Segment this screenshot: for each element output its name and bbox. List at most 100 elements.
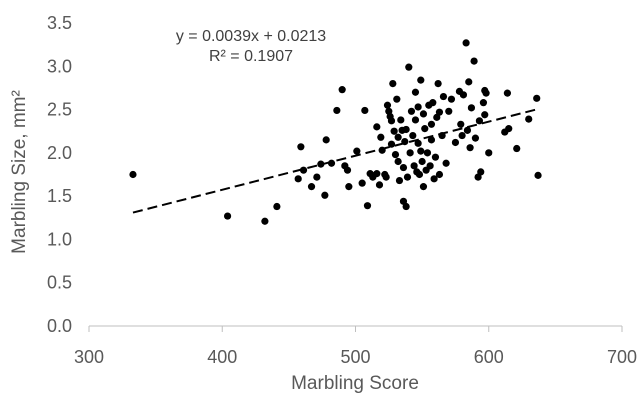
- data-point: [345, 183, 353, 191]
- y-tick-label: 0.5: [47, 273, 72, 293]
- data-point: [299, 166, 308, 174]
- x-tick-label: 400: [207, 347, 237, 367]
- data-point: [402, 202, 410, 211]
- x-axis-title: Marbling Score: [291, 373, 419, 393]
- data-point: [414, 103, 422, 111]
- data-point: [383, 101, 392, 109]
- data-point: [333, 106, 341, 115]
- data-point: [418, 157, 426, 166]
- data-point: [426, 162, 434, 170]
- data-point: [327, 159, 336, 167]
- data-point: [458, 131, 466, 140]
- data-point: [439, 92, 448, 101]
- data-point: [403, 173, 412, 181]
- data-point: [322, 136, 330, 144]
- data-point: [223, 212, 232, 220]
- y-tick-label: 3.5: [47, 13, 72, 33]
- data-point: [485, 149, 493, 157]
- data-point: [434, 80, 442, 88]
- data-point: [361, 106, 369, 115]
- data-point: [129, 170, 137, 179]
- data-point: [438, 131, 446, 140]
- data-point: [409, 131, 417, 140]
- data-point: [435, 108, 444, 116]
- data-point: [273, 202, 281, 211]
- y-tick-label: 3.0: [47, 56, 72, 76]
- data-points: [129, 39, 542, 225]
- data-point: [459, 91, 468, 99]
- x-tick-label: 700: [607, 347, 637, 367]
- data-point: [397, 116, 405, 124]
- data-point: [427, 120, 436, 128]
- axes: 300 400 500 600 700 0.0 0.5 1.0 1.5 2.0 2.5 3.0 3.5: [47, 13, 637, 367]
- data-point: [445, 107, 453, 115]
- data-point: [401, 138, 409, 146]
- data-point: [533, 94, 541, 102]
- data-point: [503, 89, 512, 97]
- data-point: [442, 159, 450, 167]
- data-point: [451, 138, 460, 147]
- data-point: [261, 217, 269, 225]
- y-tick-label: 2.0: [47, 143, 72, 163]
- data-point: [393, 95, 401, 103]
- data-point: [475, 117, 484, 125]
- data-point: [407, 107, 416, 115]
- data-point: [470, 57, 478, 65]
- data-point: [429, 99, 437, 107]
- y-tick-label: 2.5: [47, 100, 72, 120]
- y-tick-label: 1.5: [47, 186, 72, 206]
- data-point: [391, 150, 400, 159]
- data-point: [395, 176, 404, 185]
- x-tick-label: 300: [74, 347, 104, 367]
- data-point: [414, 139, 422, 147]
- data-point: [525, 115, 533, 123]
- data-point: [387, 140, 396, 148]
- data-point: [375, 181, 384, 189]
- data-point: [317, 160, 325, 168]
- data-point: [373, 123, 381, 131]
- data-point: [534, 171, 542, 179]
- data-point: [373, 170, 381, 178]
- data-point: [394, 133, 402, 141]
- data-point: [457, 120, 465, 128]
- trendline-equation: y = 0.0039x + 0.0213: [176, 28, 326, 45]
- data-point: [466, 144, 474, 152]
- data-point: [353, 147, 361, 155]
- data-point: [406, 149, 414, 157]
- data-point: [411, 88, 420, 96]
- data-point: [387, 117, 396, 125]
- data-point: [481, 111, 489, 119]
- data-point: [343, 166, 352, 174]
- data-point: [427, 136, 436, 144]
- data-point: [431, 153, 440, 161]
- trendline-group: [132, 107, 540, 214]
- data-point: [294, 175, 302, 183]
- data-point: [471, 134, 480, 142]
- data-point: [297, 143, 305, 151]
- data-point: [513, 144, 521, 153]
- data-point: [382, 173, 390, 181]
- data-point: [363, 202, 372, 210]
- data-point: [463, 126, 472, 134]
- data-point: [479, 99, 488, 107]
- data-point: [419, 110, 428, 118]
- data-point: [415, 170, 424, 179]
- data-point: [410, 162, 418, 170]
- data-point: [313, 173, 321, 181]
- data-point: [377, 133, 385, 141]
- data-point: [417, 76, 425, 84]
- data-point: [390, 127, 398, 135]
- data-point: [482, 89, 490, 97]
- data-point: [423, 149, 432, 157]
- data-point: [477, 168, 485, 176]
- data-point: [307, 183, 316, 191]
- data-point: [338, 86, 346, 94]
- data-point: [394, 157, 402, 166]
- data-point: [419, 183, 428, 191]
- x-tick-label: 600: [474, 347, 504, 367]
- data-point: [378, 146, 386, 154]
- data-point: [447, 95, 456, 103]
- data-point: [405, 63, 413, 71]
- data-point: [435, 170, 444, 179]
